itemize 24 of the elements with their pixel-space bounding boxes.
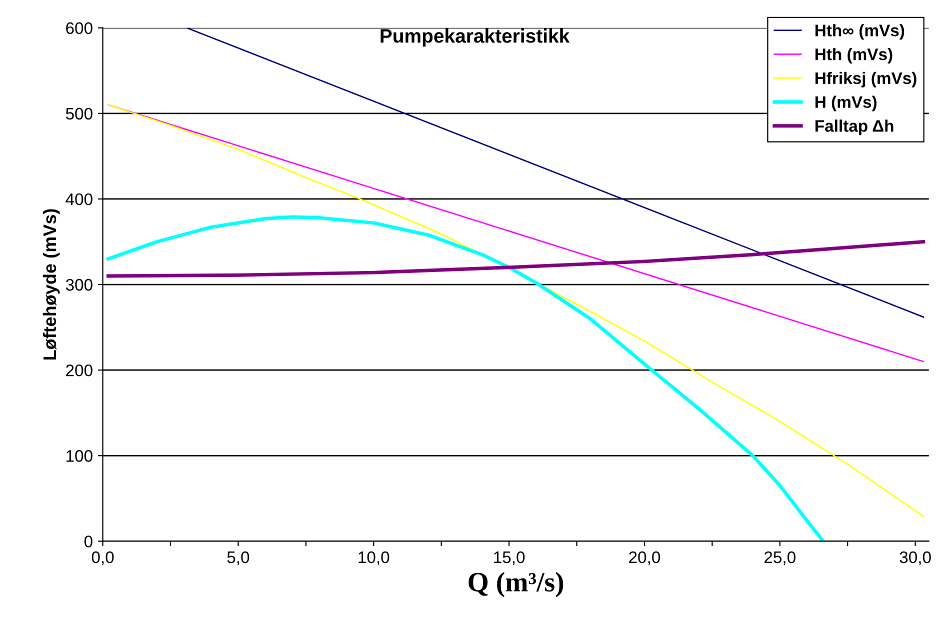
x-axis-title: Q (m³/s) [468, 572, 564, 598]
legend-label: Hth∞ (mVs) [816, 24, 904, 40]
x-tick-label: 15,0 [494, 551, 525, 566]
chart-title: Pumpekarakteristikk [380, 28, 570, 47]
x-tick-label: 10,0 [358, 551, 390, 566]
legend-label: Hfriksj (mVs) [816, 72, 916, 88]
legend-label: Falltap Δh [816, 120, 894, 136]
legend-label: H (mVs) [816, 96, 877, 112]
y-tick-label: 0 [84, 536, 92, 548]
x-tick-label: 20,0 [629, 551, 660, 566]
y-tick-label: 500 [66, 108, 92, 120]
x-tick-label: 5,0 [227, 551, 250, 566]
y-tick-label: 100 [66, 450, 92, 462]
line-series [106, 215, 825, 542]
y-tick-label: 400 [66, 193, 92, 206]
x-tick-label: 25,0 [764, 551, 796, 566]
y-tick-label: 600 [66, 22, 92, 34]
x-tick-label: 0,0 [92, 551, 114, 566]
x-tick-label: 30,0 [900, 551, 931, 566]
y-axis-title: Løftehøyde (mVs) [42, 209, 60, 360]
y-tick-label: 200 [66, 364, 92, 376]
legend-label: Hth (mVs) [816, 48, 892, 64]
line-series [106, 240, 926, 278]
y-tick-label: 300 [66, 278, 92, 291]
